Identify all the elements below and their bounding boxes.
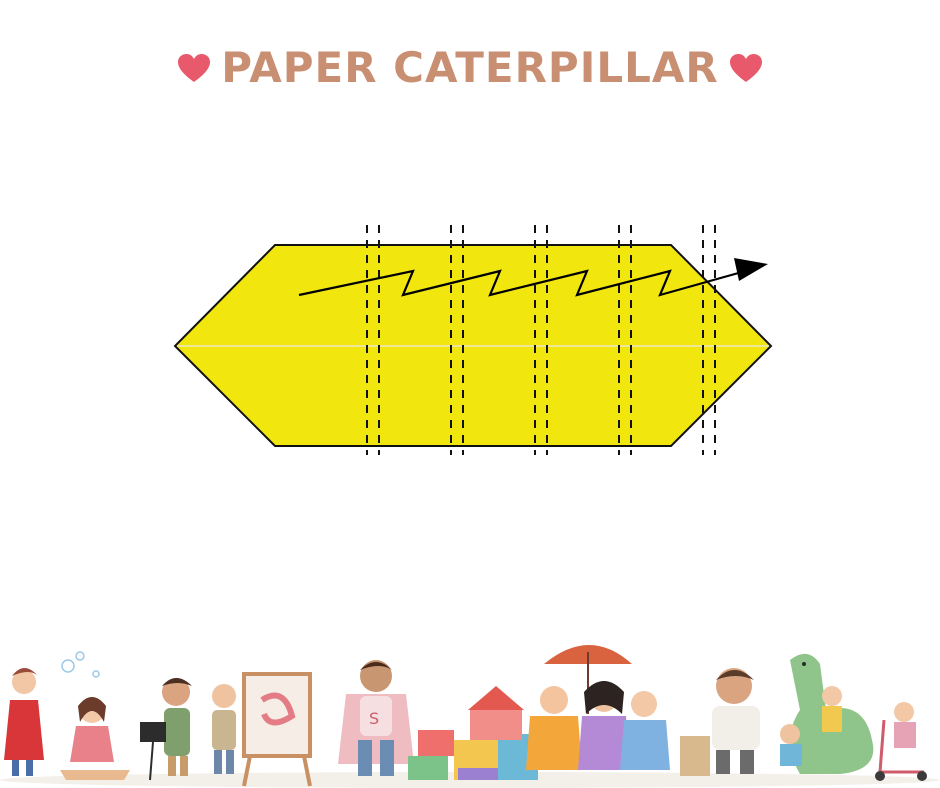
children-umbrella-figure xyxy=(526,645,670,770)
dragon-scooter-figure xyxy=(780,653,927,781)
child-building-figure xyxy=(680,668,760,776)
page-title: PAPER CATERPILLAR xyxy=(221,43,719,92)
child-bubbles-figure xyxy=(4,651,100,776)
title-row: PAPER CATERPILLAR xyxy=(0,38,940,98)
svg-text:S: S xyxy=(369,709,379,728)
child-superhero-figure: S xyxy=(338,660,414,776)
child-sitting-figure xyxy=(60,697,130,780)
child-painter-figure xyxy=(212,672,312,787)
arrow-head-icon xyxy=(734,258,768,281)
toy-blocks-figure xyxy=(408,686,538,780)
child-conductor-figure xyxy=(140,678,192,781)
kids-illustration-border: S xyxy=(0,645,940,788)
caterpillar-diagram xyxy=(173,225,773,455)
heart-icon xyxy=(178,54,211,82)
heart-icon xyxy=(729,54,762,82)
zigzag-arrow-line xyxy=(298,269,743,297)
